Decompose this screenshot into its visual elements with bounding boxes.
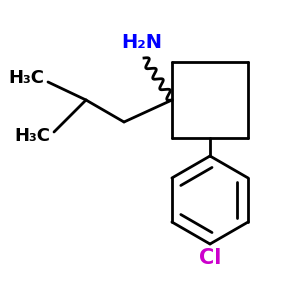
Text: Cl: Cl [199, 248, 221, 268]
Text: H₃C: H₃C [8, 69, 44, 87]
Text: H₃C: H₃C [14, 127, 50, 145]
Text: H₂N: H₂N [122, 32, 163, 52]
